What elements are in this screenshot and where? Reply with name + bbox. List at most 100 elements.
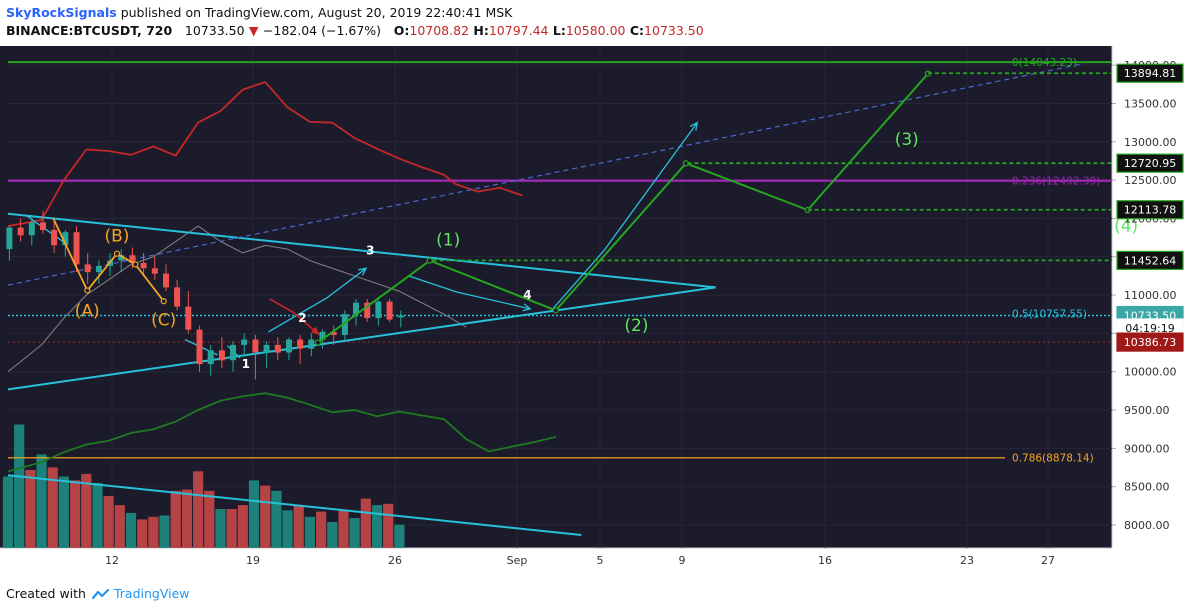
candle-body xyxy=(84,264,91,273)
fib-level-label: 0.786(8878.14) xyxy=(1012,453,1094,465)
x-tick-label: 23 xyxy=(960,554,974,567)
footer: Created with TradingView xyxy=(6,586,190,601)
close-label: C: xyxy=(629,23,645,38)
volume-bar xyxy=(181,489,192,548)
published-text: published on TradingView.com, August 20,… xyxy=(120,5,513,20)
open-value: 10708.82 xyxy=(409,23,470,38)
cyan-projection-segment xyxy=(603,122,698,251)
volume-bar xyxy=(159,515,170,548)
candle-body xyxy=(397,315,404,318)
abc-pivot xyxy=(132,261,139,268)
green-wave-path xyxy=(317,72,929,344)
volume-bar xyxy=(81,473,92,548)
volume-bar xyxy=(394,524,405,548)
author-link[interactable]: SkyRockSignals xyxy=(6,5,117,20)
x-tick-label: 12 xyxy=(105,554,119,567)
volume-bar xyxy=(215,509,226,548)
candle-body xyxy=(241,339,248,345)
fib-level-label: 0.236(12492.39) xyxy=(1012,176,1100,188)
y-tick-label: 9000.00 xyxy=(1124,442,1170,455)
price-badge-label: 11452.64 xyxy=(1124,254,1177,267)
x-tick-label: 16 xyxy=(818,554,832,567)
fib-level-label: 0(14043.23) xyxy=(1012,57,1077,69)
ohlc-line: BINANCE:BTCUSDT, 720 10733.50 ▼ −182.04 … xyxy=(6,23,704,38)
price-badge-label: 12720.95 xyxy=(1124,157,1177,170)
volume-bar xyxy=(103,496,114,548)
projection-arrow-head xyxy=(522,303,532,312)
price-badge xyxy=(1116,250,1184,270)
volume-bar xyxy=(282,510,293,548)
y-tick-label: 12500.00 xyxy=(1124,174,1177,187)
volume-bar xyxy=(92,483,103,548)
volume-bar xyxy=(226,509,237,548)
candle-body xyxy=(40,222,46,230)
volume-bar xyxy=(114,505,125,548)
high-label: H: xyxy=(473,23,489,38)
x-tick-label: 5 xyxy=(597,554,604,567)
candle-body xyxy=(129,255,136,263)
wave-pivot xyxy=(426,257,433,264)
x-tick-label: 19 xyxy=(246,554,260,567)
volume-bar xyxy=(327,522,338,548)
candle-body xyxy=(218,350,225,361)
high-value: 10797.44 xyxy=(488,23,549,38)
symbol-label: BINANCE:BTCUSDT, 720 xyxy=(6,23,173,38)
candle-body xyxy=(252,339,259,353)
created-with-label: Created with xyxy=(6,586,86,601)
price-badge-label: 04:19:19 xyxy=(1125,322,1174,335)
wave-pivot xyxy=(314,339,322,346)
volume-bar xyxy=(248,480,260,548)
abc-pivot xyxy=(113,250,121,257)
tradingview-brand[interactable]: TradingView xyxy=(113,586,190,601)
volume-bar xyxy=(293,505,304,548)
y-tick-label: 9500.00 xyxy=(1124,404,1170,417)
candle-body xyxy=(353,302,359,315)
volume-bar xyxy=(2,476,14,548)
candle-body xyxy=(151,268,158,274)
low-value: 10580.00 xyxy=(565,23,626,38)
candle-body xyxy=(274,344,281,353)
volume-bar xyxy=(304,516,315,548)
tradingview-logo-icon xyxy=(91,588,110,599)
x-tick-label: 9 xyxy=(679,554,686,567)
candle-body xyxy=(17,227,24,236)
red-indicator-line xyxy=(7,80,523,227)
candle-body xyxy=(196,329,203,365)
candle-body xyxy=(364,302,371,318)
volume-bar xyxy=(47,467,58,548)
volume-bar xyxy=(58,476,69,548)
projection-arrow-head xyxy=(689,121,699,131)
candle-body xyxy=(286,339,292,353)
candle-body xyxy=(174,287,181,307)
candle-body xyxy=(62,232,69,246)
candle-body xyxy=(330,331,337,335)
volume-bar xyxy=(125,512,137,548)
x-tick-label: Sep xyxy=(507,554,528,567)
candle-body xyxy=(263,344,270,353)
y-tick-label: 8000.00 xyxy=(1124,519,1170,532)
volume-bar xyxy=(137,519,148,548)
wave-label-corrective: (C) xyxy=(151,311,176,331)
candle-body xyxy=(140,262,147,269)
chart-area[interactable]: 0(14043.23) 0.236(12492.39) 0.5(10757.55) 0… xyxy=(0,46,1188,576)
dashed-channel-line xyxy=(7,63,1084,286)
candle-body xyxy=(185,306,192,330)
price-badge-label: 10386.73 xyxy=(1124,336,1177,349)
chart-header: SkyRockSignals published on TradingView.… xyxy=(0,0,1188,44)
volume-bar xyxy=(25,470,36,548)
fib-level-label: 0.5(10757.55) xyxy=(1012,309,1087,321)
cyan-trendline xyxy=(7,212,716,289)
volume-bar xyxy=(237,505,248,548)
candle-body xyxy=(386,301,393,320)
low-label: L: xyxy=(552,23,566,38)
wave-label-primary: (3) xyxy=(895,130,919,150)
volume-bar xyxy=(14,424,25,548)
candle-body xyxy=(297,339,304,349)
price-chart[interactable]: 0(14043.23) 0.236(12492.39) 0.5(10757.55) 0… xyxy=(0,46,1188,576)
candle-body xyxy=(6,227,13,250)
y-tick-label: 8500.00 xyxy=(1124,481,1170,494)
abc-pivot xyxy=(84,287,91,294)
volume-bar xyxy=(349,518,360,548)
y-tick-label: 11000.00 xyxy=(1124,289,1177,302)
y-tick-label: 10000.00 xyxy=(1124,366,1177,379)
